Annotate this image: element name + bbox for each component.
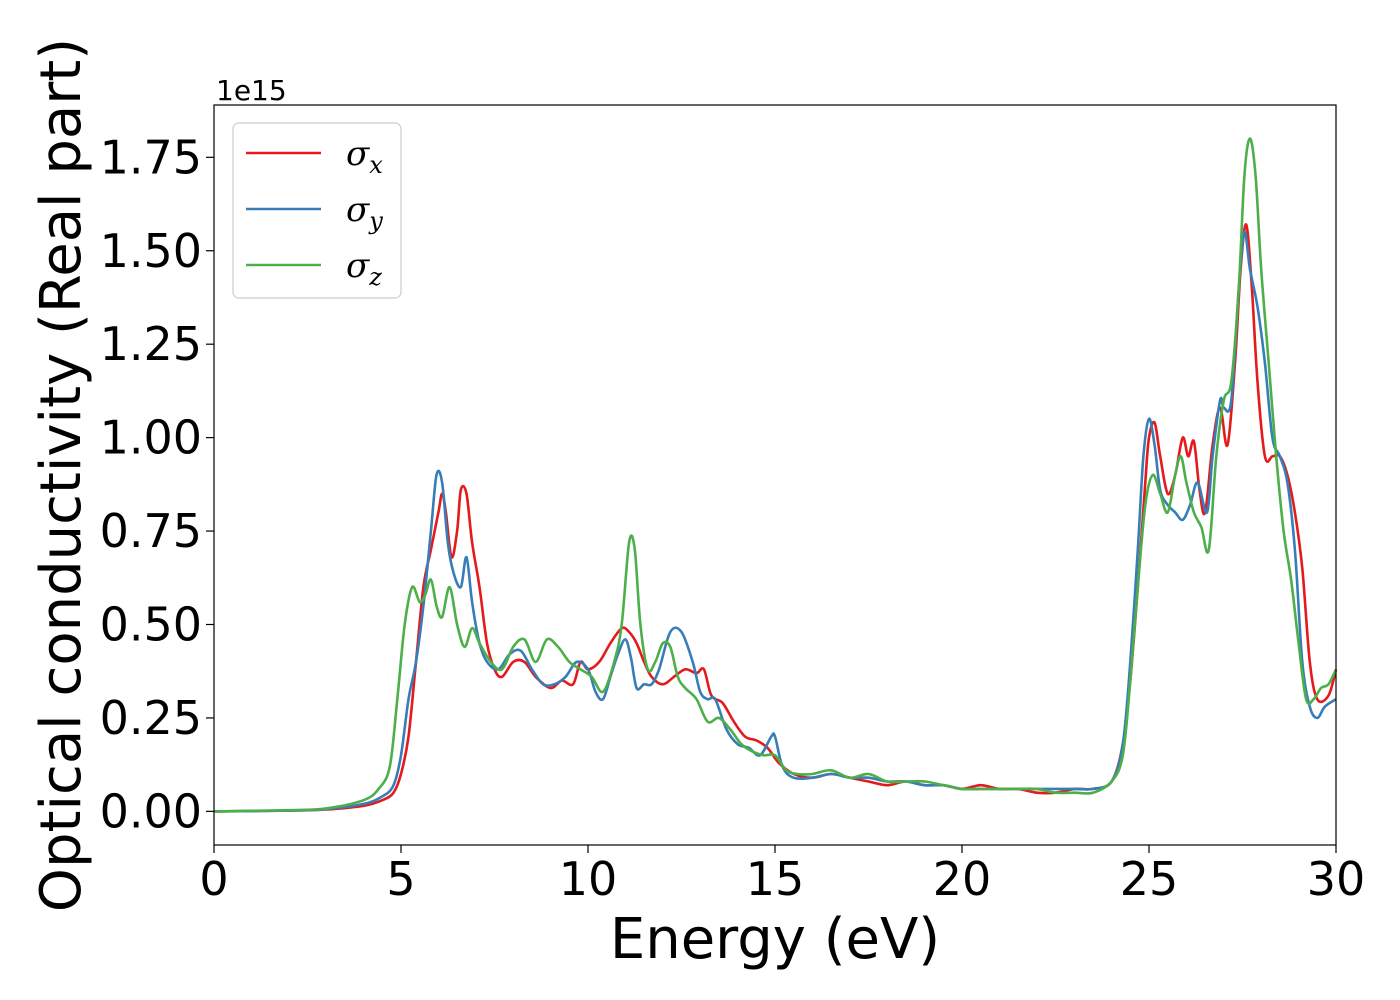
- legend-label-sigma-z: σz: [346, 246, 382, 291]
- y-tick-label: 0.00: [100, 784, 202, 838]
- legend-symbol: σ: [346, 246, 370, 286]
- y-tick-label: 1.25: [100, 317, 202, 371]
- x-tick-label: 30: [1307, 852, 1366, 906]
- x-axis-title: Energy (eV): [610, 907, 940, 972]
- y-tick-label: 0.50: [100, 597, 202, 651]
- series-line-sigma-z: [213, 137, 1338, 813]
- y-tick-label: 1.50: [100, 224, 202, 278]
- y-offset-label: 1e15: [216, 74, 287, 107]
- x-tick-label: 0: [199, 852, 228, 906]
- series-line-sigma-y: [213, 230, 1337, 813]
- series-layer: [213, 137, 1338, 813]
- x-tick-label: 15: [746, 852, 805, 906]
- legend-subscript: y: [368, 207, 383, 235]
- legend-label-sigma-y: σy: [346, 190, 383, 235]
- x-tick-label: 20: [933, 852, 992, 906]
- x-tick-label: 25: [1120, 852, 1179, 906]
- y-tick-label: 0.25: [100, 691, 202, 745]
- legend-symbol: σ: [346, 134, 370, 174]
- legend-subscript: x: [369, 151, 383, 179]
- legend-symbol: σ: [346, 190, 370, 230]
- y-tick-label: 1.75: [100, 130, 202, 184]
- y-tick-label: 1.00: [100, 411, 202, 465]
- y-axis-title: Optical conductivity (Real part): [29, 38, 94, 912]
- legend-label-sigma-x: σx: [346, 134, 383, 179]
- legend-subscript: z: [368, 263, 382, 291]
- y-tick-label: 0.75: [100, 504, 202, 558]
- legend-box: [232, 122, 402, 299]
- x-tick-label: 5: [386, 852, 415, 906]
- y-axis: 0.00 0.25 0.50 0.75 1.00 1.25 1.50 1.75: [100, 130, 214, 838]
- x-axis: 0 5 10 15 20 25 30: [199, 845, 1365, 906]
- x-tick-label: 10: [559, 852, 618, 906]
